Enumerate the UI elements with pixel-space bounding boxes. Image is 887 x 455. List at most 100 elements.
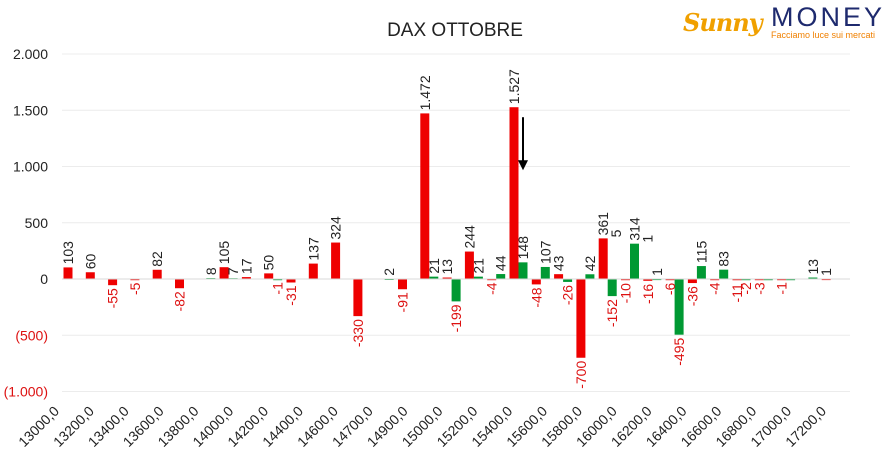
green-bar [674, 279, 684, 335]
data-label: 115 [693, 241, 709, 264]
data-label: 44 [493, 255, 509, 271]
data-label: -10 [618, 283, 634, 303]
y-tick-label: (1.000) [4, 384, 48, 400]
green-bar [808, 277, 818, 279]
data-label: -3 [751, 282, 767, 295]
green-bar [719, 269, 729, 279]
data-label: 137 [305, 237, 321, 261]
data-label: -16 [640, 284, 656, 304]
data-label: 60 [82, 253, 98, 269]
data-label: -330 [350, 319, 366, 347]
red-bar [130, 279, 140, 281]
data-label: -48 [528, 287, 544, 307]
y-axis: 2.000 1.500 1.000 500 0 (500) (1.000) [4, 46, 49, 400]
green-bar [607, 279, 617, 297]
red-bar [598, 238, 608, 279]
y-tick-label: 2.000 [13, 46, 48, 62]
red-bar [398, 279, 407, 290]
red-bar [108, 279, 118, 286]
data-label: -26 [560, 285, 576, 305]
chart-gridlines [62, 53, 850, 392]
red-bar [152, 269, 162, 279]
data-label: 17 [238, 258, 254, 274]
red-bar [710, 279, 720, 281]
data-label: 244 [461, 225, 477, 249]
logo-tagline: Facciamo luce sui mercati [771, 30, 876, 40]
red-bar [554, 274, 564, 279]
red-bar [621, 279, 630, 281]
y-tick-label: 500 [25, 215, 49, 231]
data-label: 1 [649, 268, 665, 276]
red-bar [687, 279, 697, 284]
annotation-label: 1 [640, 235, 656, 243]
y-tick-label: 0 [40, 271, 48, 287]
red-bar [85, 272, 95, 279]
data-label: 50 [261, 255, 277, 271]
data-label: -11 [729, 283, 745, 302]
green-bar [630, 243, 639, 279]
data-label: 103 [60, 241, 76, 265]
data-label: -4 [484, 282, 500, 295]
red-bar [264, 273, 274, 279]
green-bar [496, 274, 506, 279]
data-label: -495 [671, 337, 687, 365]
green-bar [696, 266, 706, 279]
logo-brand-left: Sunny [683, 8, 763, 37]
red-bar [777, 279, 787, 281]
data-label: -36 [684, 286, 700, 306]
red-bar [241, 277, 251, 279]
red-bar [420, 113, 430, 280]
data-label: 43 [551, 255, 567, 271]
data-label: 21 [470, 258, 486, 274]
data-label: 314 [627, 217, 643, 241]
red-bar [464, 251, 474, 279]
data-label: 1.527 [506, 69, 522, 104]
logo-brand-right: MONEY [771, 2, 886, 32]
data-label: 13 [439, 259, 455, 275]
green-bar [451, 279, 461, 302]
data-label: 21 [426, 258, 442, 274]
red-bar [576, 279, 586, 358]
data-label: 42 [582, 255, 598, 271]
chart-annotations: 51 [518, 117, 656, 243]
data-label: -31 [283, 285, 299, 305]
data-label: 361 [595, 212, 611, 236]
chart-title: DAX OTTOBRE [387, 20, 523, 41]
data-label: 148 [515, 236, 531, 260]
x-axis: 13000,013200,013400,013600,013800,014000… [15, 278, 850, 450]
annotation-arrow-head [518, 160, 528, 171]
y-tick-label: 1.500 [13, 102, 48, 118]
data-label: -700 [573, 361, 589, 389]
red-bar [509, 107, 519, 280]
data-label: -1 [774, 282, 790, 295]
green-bar [473, 276, 483, 279]
data-label: -1 [270, 282, 286, 295]
data-label: 7 [225, 267, 241, 275]
sunny-money-logo: Sunny MONEY Facciamo luce sui mercati [683, 2, 883, 44]
green-bar [741, 279, 751, 281]
red-bar [219, 267, 229, 279]
green-bar [786, 279, 796, 281]
red-bar [353, 279, 363, 317]
annotation-label: 5 [608, 229, 624, 237]
green-bar [518, 262, 528, 279]
red-bar [732, 279, 742, 281]
data-label: 8 [203, 267, 219, 275]
data-label: -4 [707, 282, 723, 295]
data-label: 13 [805, 259, 821, 275]
data-label: 107 [537, 240, 553, 264]
data-label: 324 [328, 216, 344, 240]
red-bar [665, 279, 675, 281]
red-bar [308, 263, 318, 279]
data-label: 1 [818, 268, 834, 276]
data-label: -91 [395, 292, 411, 312]
red-bar [643, 279, 653, 281]
green-bar [763, 279, 773, 281]
green-bar [273, 279, 283, 281]
data-label: -152 [604, 299, 620, 327]
red-bar [63, 267, 73, 279]
green-bar [429, 276, 439, 279]
green-bar [585, 274, 595, 279]
